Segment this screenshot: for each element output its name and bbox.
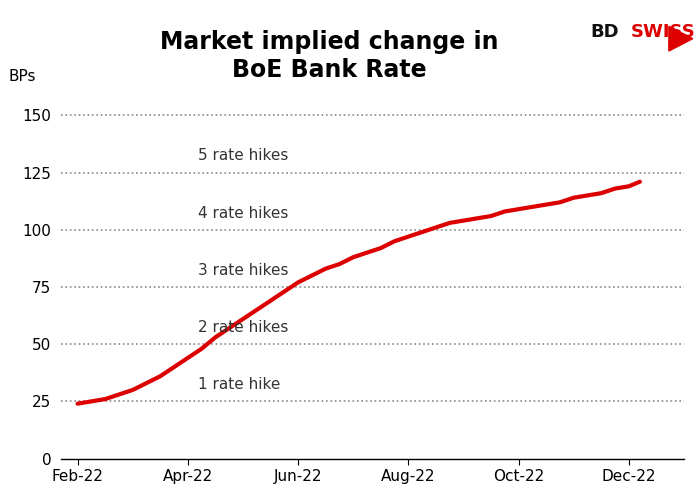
- Text: 4 rate hikes: 4 rate hikes: [198, 206, 289, 221]
- Text: 3 rate hikes: 3 rate hikes: [198, 263, 289, 278]
- Text: BD: BD: [591, 23, 619, 41]
- Text: 1 rate hike: 1 rate hike: [198, 377, 280, 392]
- Polygon shape: [669, 26, 693, 51]
- Title: Market implied change in
BoE Bank Rate: Market implied change in BoE Bank Rate: [159, 30, 498, 82]
- Text: 2 rate hikes: 2 rate hikes: [198, 320, 289, 335]
- Text: SWISS: SWISS: [630, 23, 696, 41]
- Text: BPs: BPs: [8, 69, 36, 84]
- Text: 5 rate hikes: 5 rate hikes: [198, 148, 289, 163]
